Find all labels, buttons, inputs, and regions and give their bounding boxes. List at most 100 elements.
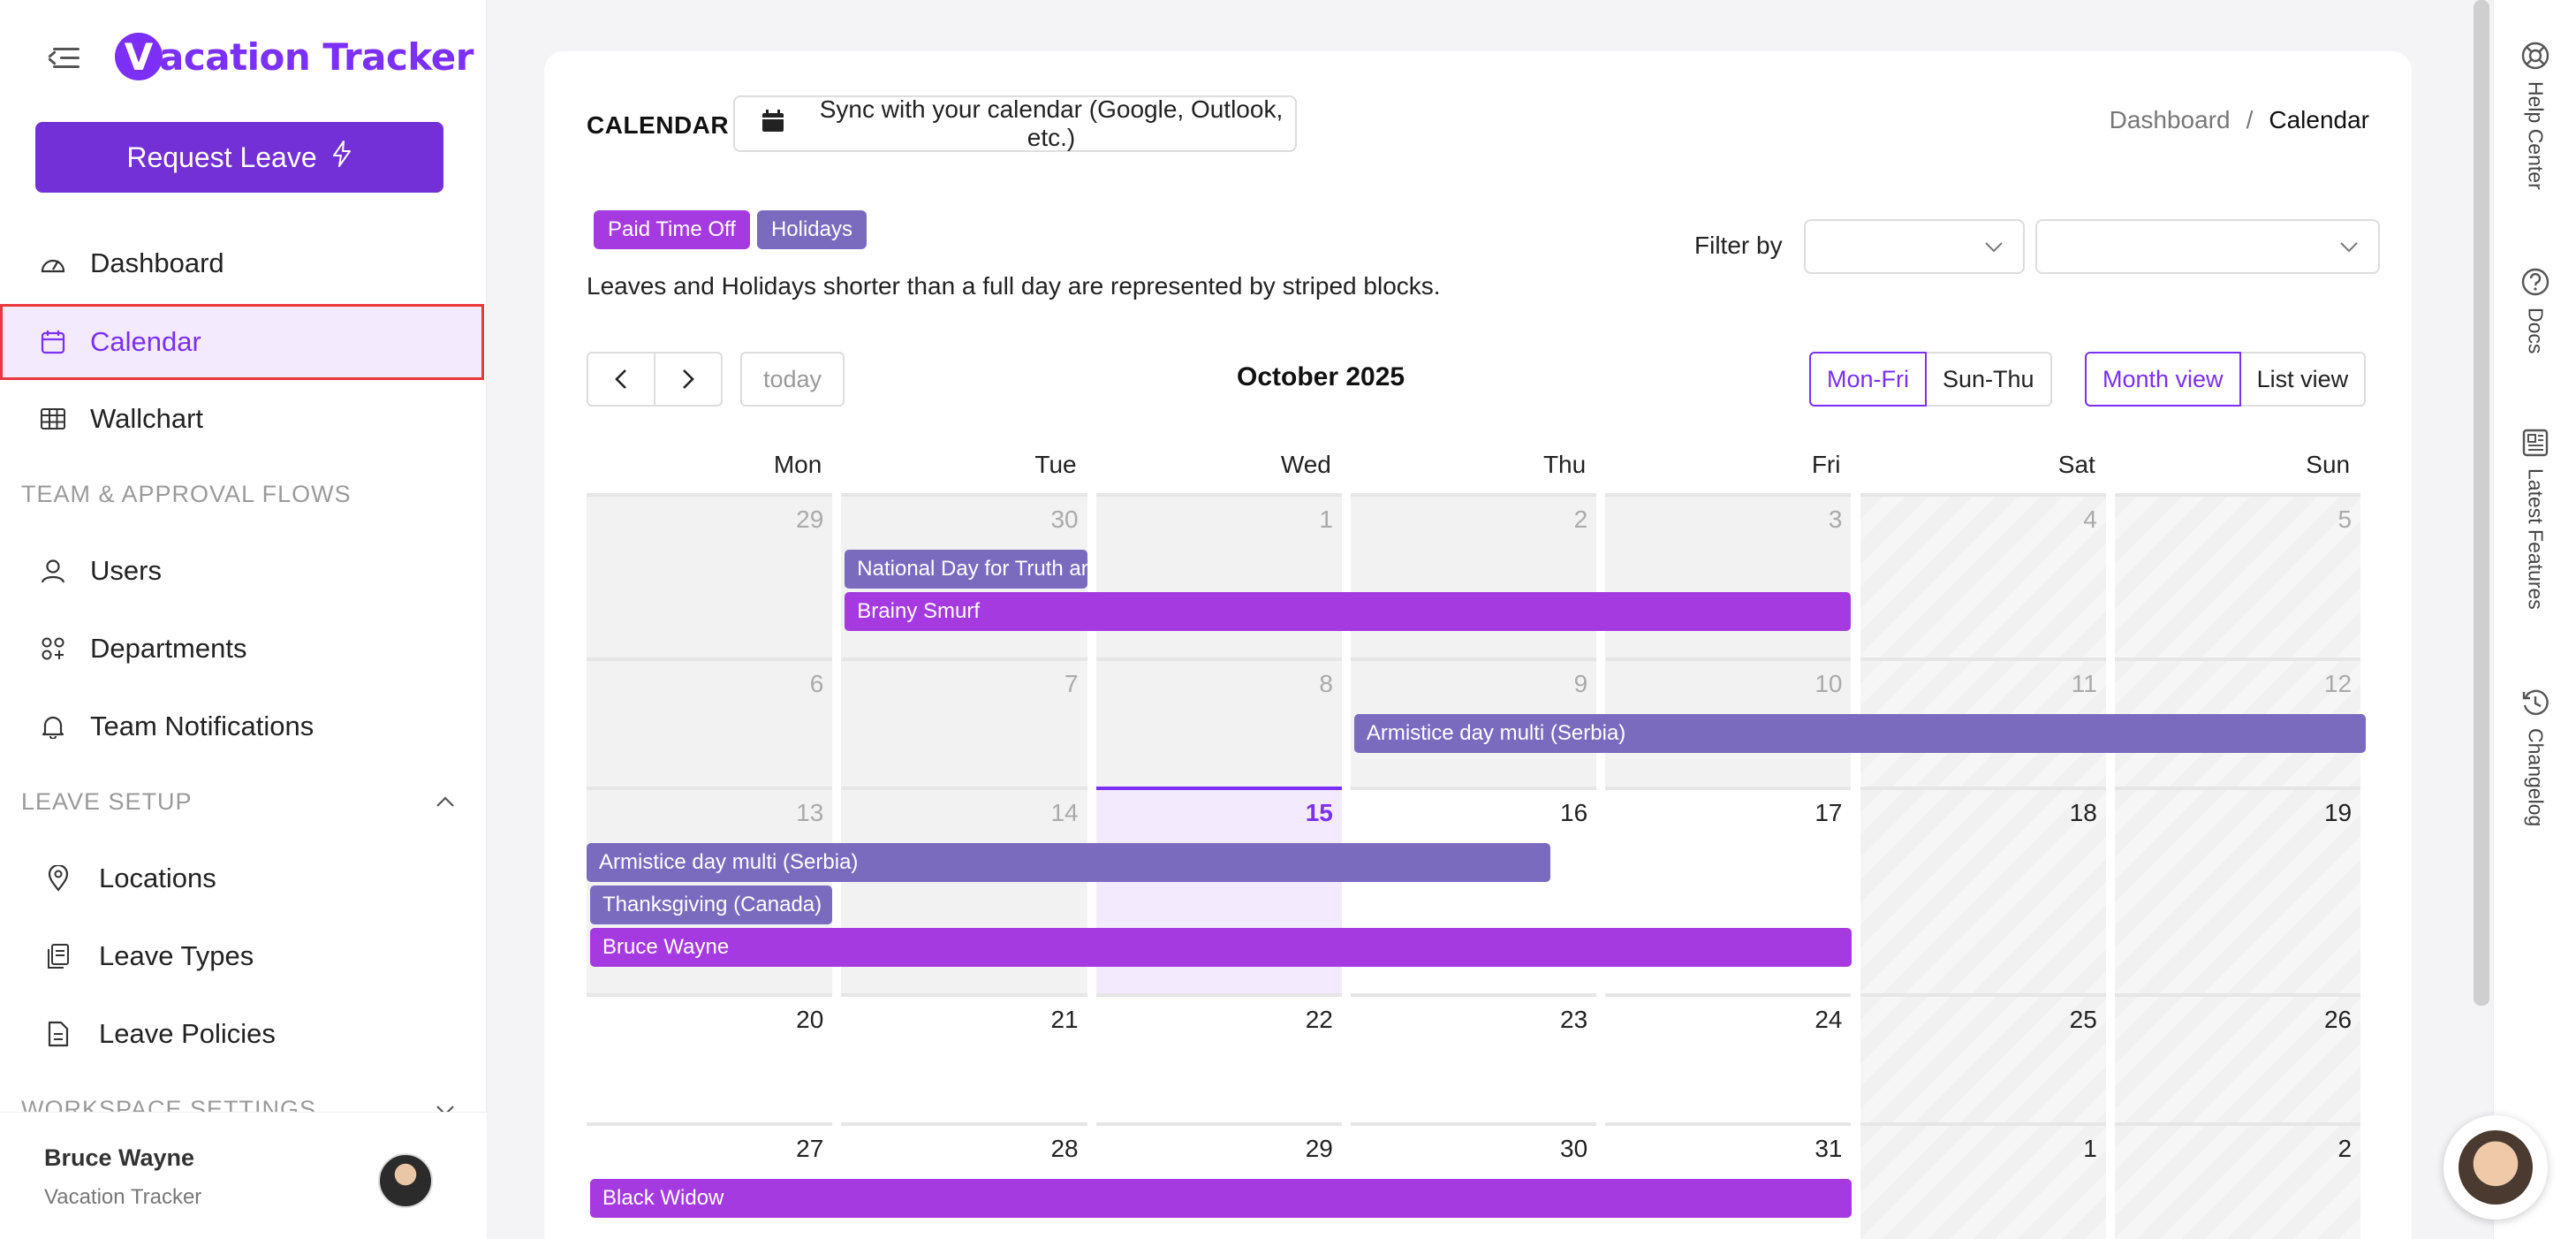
- sidebar-header: V acation Tracker: [0, 0, 487, 115]
- sidebar-item-dashboard[interactable]: Dashboard: [0, 226, 484, 300]
- request-leave-label: Request Leave: [126, 141, 317, 173]
- calendar-day-cell[interactable]: 29: [1095, 1122, 1342, 1239]
- day-number: 2: [2337, 1135, 2352, 1162]
- calendar-day-cell[interactable]: 8: [1095, 658, 1342, 787]
- calendar-day-cell[interactable]: 5: [2114, 493, 2361, 658]
- collapse-menu-icon[interactable]: [46, 42, 81, 74]
- scrollbar-thumb[interactable]: [2474, 0, 2489, 1006]
- next-month-button[interactable]: [654, 353, 721, 405]
- calendar-day-cell[interactable]: 27: [587, 1122, 833, 1239]
- calendar-day-cell[interactable]: 20: [587, 993, 833, 1122]
- chevron-up-icon[interactable]: [435, 792, 456, 813]
- holiday-event[interactable]: Armistice day multi (Serbia): [1353, 714, 2367, 753]
- month-view-toggle[interactable]: Month view: [2085, 352, 2241, 407]
- support-chat-button[interactable]: [2443, 1115, 2548, 1220]
- documents-icon: [44, 942, 72, 970]
- chevron-right-icon: [683, 369, 694, 389]
- calendar-day-cell[interactable]: 24: [1605, 993, 1852, 1122]
- sidebar-item-label: Users: [90, 555, 162, 586]
- rail-changelog[interactable]: Changelog: [2494, 688, 2576, 826]
- calendar-day-cell[interactable]: 26: [2114, 993, 2361, 1122]
- question-circle-icon: [2520, 267, 2550, 297]
- day-number: 14: [1050, 799, 1079, 826]
- day-number: 31: [1815, 1135, 1843, 1162]
- holiday-event[interactable]: Thanksgiving (Canada): [590, 886, 833, 924]
- day-number: 18: [2069, 799, 2097, 826]
- breadcrumb-separator: /: [2246, 106, 2254, 133]
- weekday-header-wed: Wed: [1280, 451, 1331, 478]
- leave-event[interactable]: Bruce Wayne: [590, 928, 1852, 967]
- app-logo[interactable]: V acation Tracker: [115, 30, 474, 83]
- sync-calendar-button[interactable]: Sync with your calendar (Google, Outlook…: [733, 95, 1297, 152]
- logo-text: acation Tracker: [159, 34, 474, 79]
- calendar-day-cell[interactable]: 2: [1350, 493, 1597, 658]
- sidebar-item-leave-types[interactable]: Leave Types: [0, 919, 484, 993]
- calendar-day-cell[interactable]: 1: [1095, 493, 1342, 658]
- day-number: 15: [1305, 799, 1333, 826]
- calendar-day-cell[interactable]: 16: [1350, 787, 1597, 993]
- calendar-day-cell[interactable]: 2: [2114, 1122, 2361, 1239]
- avatar[interactable]: [378, 1153, 433, 1208]
- weekday-header-sat: Sat: [2057, 451, 2095, 478]
- bell-icon: [39, 712, 67, 741]
- calendar-icon: [39, 328, 67, 356]
- calendar-day-cell[interactable]: 4: [1860, 493, 2106, 658]
- breadcrumb-current: Calendar: [2269, 106, 2369, 133]
- day-number: 19: [2323, 799, 2352, 826]
- lightning-icon: [331, 141, 352, 174]
- list-view-toggle[interactable]: List view: [2240, 352, 2367, 407]
- calendar-day-cell[interactable]: 23: [1350, 993, 1597, 1122]
- calendar-day-cell[interactable]: 25: [1860, 993, 2106, 1122]
- sidebar-item-departments[interactable]: Departments: [0, 612, 484, 686]
- sidebar-item-leave-policies[interactable]: Leave Policies: [0, 997, 484, 1071]
- calendar-day-cell[interactable]: 21: [841, 993, 1087, 1122]
- sidebar-item-users[interactable]: Users: [0, 534, 484, 608]
- mon-fri-toggle[interactable]: Mon-Fri: [1809, 352, 1927, 407]
- holiday-event[interactable]: Armistice day multi (Serbia): [587, 843, 1551, 882]
- sidebar-item-label: Wallchart: [90, 403, 204, 434]
- rail-help-center[interactable]: Help Center: [2494, 41, 2576, 190]
- prev-month-button[interactable]: [588, 353, 654, 405]
- legend-note: Leaves and Holidays shorter than a full …: [587, 272, 1441, 300]
- filter-select-2[interactable]: [2035, 219, 2380, 274]
- day-number: 17: [1815, 799, 1843, 826]
- view-toggle: Month view List view: [2085, 352, 2367, 407]
- day-number: 6: [809, 670, 824, 697]
- leave-legend: Paid Time Off Holidays: [594, 210, 867, 249]
- calendar-day-cell[interactable]: 18: [1860, 787, 2106, 993]
- breadcrumb: Dashboard / Calendar: [2110, 106, 2369, 134]
- filter-select-1[interactable]: [1804, 219, 2025, 274]
- user-profile[interactable]: Bruce Wayne Vacation Tracker: [0, 1112, 487, 1239]
- calendar-card: CALENDAR Sync with your calendar (Google…: [544, 51, 2412, 1239]
- calendar-day-cell[interactable]: 31: [1605, 1122, 1852, 1239]
- calendar-day-cell[interactable]: 17: [1605, 787, 1852, 993]
- rail-label: Changelog: [2524, 728, 2548, 827]
- calendar-day-cell[interactable]: 7: [841, 658, 1087, 787]
- chevron-down-icon: [2339, 237, 2359, 256]
- leave-event[interactable]: Brainy Smurf: [845, 592, 1852, 631]
- rail-docs[interactable]: Docs: [2494, 267, 2576, 353]
- page-title: CALENDAR: [587, 111, 730, 139]
- calendar-day-cell[interactable]: 29: [587, 493, 833, 658]
- today-button[interactable]: today: [740, 352, 845, 407]
- sidebar-item-wallchart[interactable]: Wallchart: [0, 382, 484, 456]
- calendar-day-cell[interactable]: 22: [1095, 993, 1342, 1122]
- sidebar-item-locations[interactable]: Locations: [0, 841, 484, 916]
- chevron-left-icon: [615, 369, 626, 389]
- calendar-day-cell[interactable]: 3: [1605, 493, 1852, 658]
- leave-event[interactable]: Black Widow: [590, 1179, 1852, 1218]
- sidebar-item-calendar[interactable]: Calendar: [0, 304, 484, 380]
- sidebar-item-label: Locations: [99, 863, 216, 893]
- day-number: 12: [2323, 670, 2352, 697]
- calendar-day-cell[interactable]: 6: [587, 658, 833, 787]
- rail-latest-features[interactable]: Latest Features: [2494, 428, 2576, 610]
- breadcrumb-dashboard[interactable]: Dashboard: [2109, 106, 2231, 133]
- calendar-day-cell[interactable]: 28: [841, 1122, 1087, 1239]
- request-leave-button[interactable]: Request Leave: [35, 122, 443, 193]
- calendar-day-cell[interactable]: 1: [1860, 1122, 2106, 1239]
- sun-thu-toggle[interactable]: Sun-Thu: [1927, 352, 2052, 407]
- calendar-day-cell[interactable]: 19: [2114, 787, 2361, 993]
- calendar-day-cell[interactable]: 30: [1350, 1122, 1597, 1239]
- sidebar-item-team-notifications[interactable]: Team Notifications: [0, 689, 484, 764]
- holiday-event[interactable]: National Day for Truth and Reconciliatio…: [845, 550, 1087, 589]
